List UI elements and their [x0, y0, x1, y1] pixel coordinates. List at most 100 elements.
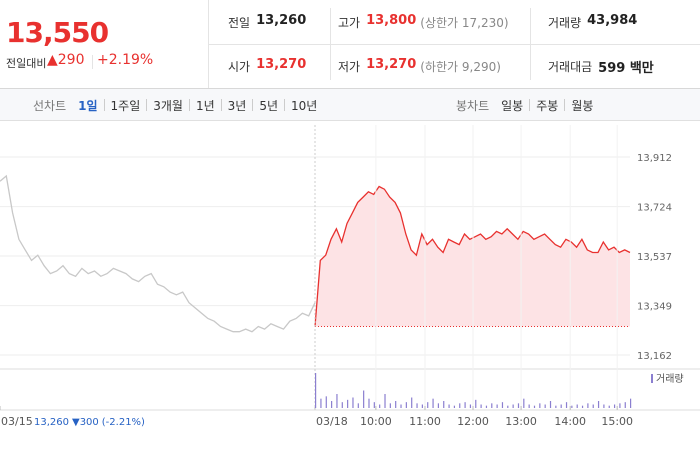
volume-bar — [331, 401, 333, 408]
tab[interactable]: 1일 — [78, 99, 98, 113]
volume-bar — [592, 404, 594, 408]
volume-bar — [539, 403, 541, 408]
tab[interactable]: 월봉 — [571, 99, 594, 113]
volume-bar — [630, 398, 632, 408]
volume-bar — [464, 402, 466, 408]
tab[interactable]: 일봉 — [501, 99, 524, 113]
volume-bar — [432, 398, 434, 408]
y-tick-label: 13,537 — [637, 252, 672, 263]
volume-bar — [619, 403, 621, 408]
volume-bar — [325, 396, 327, 408]
volume-bar — [453, 405, 456, 408]
prev-summary: 13,260 — [34, 417, 69, 428]
y-tick-label: 13,349 — [637, 302, 672, 313]
stat-value: 13,270 — [256, 57, 307, 72]
tab-separator — [284, 99, 286, 111]
legend-label: 거래량 — [656, 373, 684, 385]
line — [314, 185, 631, 327]
change: ▲290 — [47, 52, 85, 68]
change-pct: +2.19% — [97, 52, 154, 68]
x-tick-label: 03/18 — [316, 415, 348, 428]
stat-label: 고가 — [338, 16, 361, 30]
change-label: 전일대비 — [6, 57, 47, 70]
stat-label: 시가 — [228, 60, 251, 74]
tab-label: 선차트 — [33, 99, 67, 113]
volume-bar — [549, 401, 552, 408]
stat-value: 13,270 — [366, 57, 417, 72]
volume-bar — [427, 402, 429, 408]
prev-summary: (-2.21%) — [102, 417, 145, 428]
volume-bar — [523, 398, 525, 408]
tab[interactable]: 주봉 — [536, 99, 559, 113]
volume-bar — [587, 403, 589, 408]
volume-bar — [443, 401, 445, 408]
tab-separator — [146, 99, 148, 111]
volume-bar — [613, 404, 616, 408]
chart: 13,912 13,724 13,537 13,349 13,162 03/15 13,26… — [0, 125, 700, 428]
stat-label: 전일 — [228, 16, 251, 30]
volume-bar — [373, 402, 375, 408]
x-tick-label: 14:00 — [554, 415, 586, 428]
volume-bar — [501, 402, 504, 408]
volume-bar — [379, 404, 381, 408]
stat-value: 13,800 — [366, 13, 417, 28]
tab[interactable]: 3년 — [227, 99, 247, 113]
volume-bar — [395, 401, 397, 408]
volume-bar — [512, 404, 514, 408]
tab-separator — [220, 99, 222, 111]
tab[interactable]: 1주일 — [110, 99, 141, 113]
divider — [208, 44, 700, 45]
volume-bar — [437, 403, 439, 408]
stat-note: (상한가 17,230) — [420, 16, 509, 30]
stat-value: 43,984 — [587, 13, 638, 28]
tab[interactable]: 1년 — [195, 99, 215, 113]
x-tick-label: 10:00 — [360, 415, 392, 428]
volume-bar — [485, 405, 488, 408]
y-tick-label: 13,912 — [637, 153, 672, 164]
tab-separator — [252, 99, 254, 111]
tab[interactable]: 5년 — [259, 99, 279, 113]
volume-bar — [352, 397, 354, 408]
volume-bar — [469, 404, 472, 408]
area — [315, 186, 630, 327]
x-tick-label: 15:00 — [601, 415, 633, 428]
line — [0, 174, 316, 333]
volume-bar — [517, 403, 520, 408]
volume-bar — [357, 403, 359, 408]
volume-bar — [491, 403, 493, 408]
y-tick-label: 13,162 — [637, 351, 672, 362]
volume-bar — [320, 398, 322, 408]
volume-bar — [389, 403, 391, 408]
x-tick-label: 03/15 — [1, 415, 33, 428]
stat-label: 거래대금 — [548, 60, 593, 74]
volume-bar — [603, 404, 605, 408]
volume-bar — [480, 404, 482, 408]
divider — [92, 55, 93, 69]
volume-bar — [608, 405, 610, 408]
volume-bar — [405, 402, 407, 408]
tab-label: 봉차트 — [456, 99, 490, 113]
volume-bar — [421, 404, 423, 408]
volume-bar — [565, 402, 568, 408]
legend-swatch — [651, 374, 653, 383]
volume-bar — [624, 402, 626, 408]
prev-summary: ▼300 — [72, 417, 99, 428]
volume-bar — [347, 399, 349, 408]
tab-separator — [564, 99, 566, 111]
stat-label: 거래량 — [548, 16, 582, 30]
volume-bar — [555, 405, 557, 408]
volume-bar — [459, 403, 461, 408]
volume-bar — [363, 390, 365, 408]
y-tick-label: 13,724 — [637, 203, 672, 214]
price: 13,550 — [6, 16, 109, 49]
x-tick-label: 13:00 — [505, 415, 537, 428]
volume-bar — [581, 405, 584, 408]
volume-bar — [576, 404, 578, 408]
tab[interactable]: 10년 — [291, 99, 318, 113]
volume-bar — [315, 373, 317, 408]
volume-bar — [528, 404, 530, 408]
volume-bar — [411, 397, 413, 408]
volume-bar — [560, 404, 562, 408]
tab[interactable]: 3개월 — [153, 99, 183, 113]
